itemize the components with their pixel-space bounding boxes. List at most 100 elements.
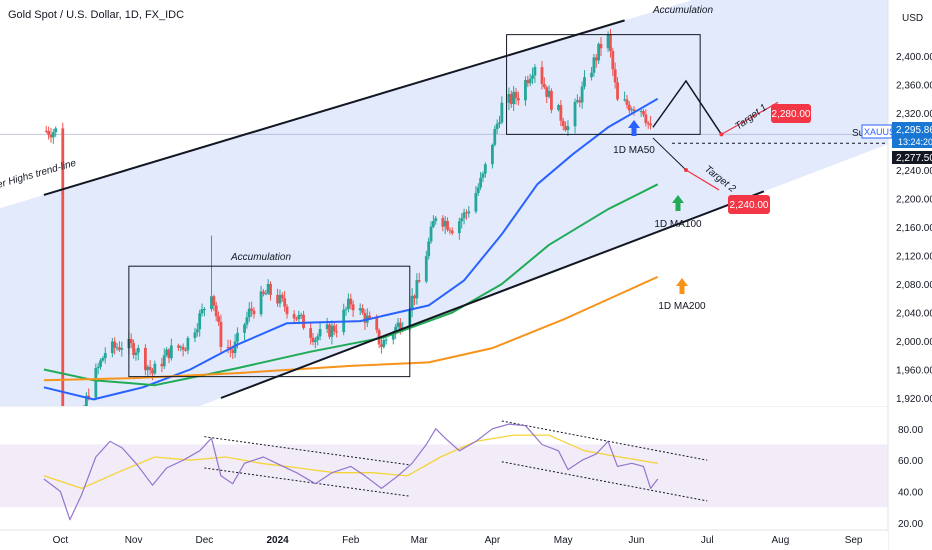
candle-body [264,293,268,295]
candle-body [441,218,445,227]
candle-body [233,341,237,354]
candle-body [203,309,206,311]
accumulation-box-1 [128,265,411,378]
candle-body [578,100,582,103]
candle-body [66,422,69,441]
candle-body [252,310,256,315]
candle-body [214,305,218,317]
candle-body [493,129,497,145]
candle-body [226,346,230,348]
accumulation-label-2: Accumulation [652,5,713,16]
candle-body [96,366,100,369]
candle-body [51,132,55,138]
candle-body [247,308,251,318]
candle-body [512,91,516,105]
candle-body [162,355,166,367]
candle-body [179,346,183,348]
price-tick-label: 2,120.00 [896,252,932,263]
candle-body [361,308,364,313]
candle-body [351,304,355,311]
time-tick-label: Jun [628,535,644,546]
time-tick-label: Mar [411,535,429,546]
candle-body [516,98,520,101]
rsi-channel-2-upper [501,420,708,461]
candle-body [561,120,565,127]
candle-body [474,193,478,212]
time-tick-label: Dec [196,535,214,546]
candle-body [467,211,471,214]
candle-body [49,134,53,138]
candle-body [394,326,398,334]
candle-body [415,280,419,299]
candle-body [94,368,98,398]
candle-body [64,416,67,422]
candle-body [616,82,619,100]
candle-body [597,43,601,61]
candle-body [266,283,270,294]
candle-body [625,99,629,105]
candle-body [630,109,634,111]
currency-label: USD [902,13,923,24]
candle-body [332,325,336,332]
candle-body [580,86,584,103]
candle-body [566,126,570,131]
candle-body [410,295,414,311]
candle-body [347,298,350,309]
candle-body [531,75,534,79]
support-label-cut: Su [852,128,864,139]
candle-body [167,349,171,359]
ma100-arrow [672,195,684,211]
candle-body [559,105,563,121]
time-tick-label: Apr [485,535,501,546]
time-tick-label: Nov [125,535,143,546]
price-tick-label: 2,040.00 [896,309,932,320]
countdown-text: 13:24:20 [898,137,932,147]
candle-body [547,90,551,97]
level-text: 2,277.50 [896,153,932,164]
candle-body [193,332,197,339]
candle-body [448,229,452,231]
candle-body [87,395,91,398]
candle-body [495,123,499,130]
candle-body [491,144,494,165]
candle-body [450,230,454,234]
candle-body [398,322,402,331]
candle-body [545,87,549,97]
candle-body [344,308,348,310]
candle-body [118,347,121,350]
candle-body [198,313,202,330]
candle-body [217,316,220,322]
candle-body [285,306,289,315]
candle-body [120,348,124,350]
price-tick-label: 2,200.00 [896,195,932,206]
price-tick-label: 1,960.00 [896,366,932,377]
candle-body [177,345,180,348]
candle-body [443,220,447,227]
target2-leader [685,169,720,191]
candle-body [514,91,518,99]
rsi-pane [0,406,888,521]
candle-body [169,345,173,359]
candle-body [606,34,610,49]
candle-body [524,80,527,101]
candle-body [424,256,428,282]
candle-body [613,69,617,83]
candle-body [54,128,58,133]
candle-body [297,315,301,320]
candle-body [417,280,421,282]
candle-body [391,333,395,340]
target2-arrow [652,137,687,171]
candle-body [318,328,322,337]
candle-body [528,78,532,84]
candle-body [646,122,650,124]
price-tick-label: 2,320.00 [896,109,932,120]
candle-body [292,314,296,319]
candle-body [250,308,254,311]
accumulation-box-2 [506,34,701,135]
rsi-channel-1-upper [204,436,410,466]
rsi-tick-label: 60.00 [898,456,923,467]
accumulation-label-1: Accumulation [230,252,291,263]
